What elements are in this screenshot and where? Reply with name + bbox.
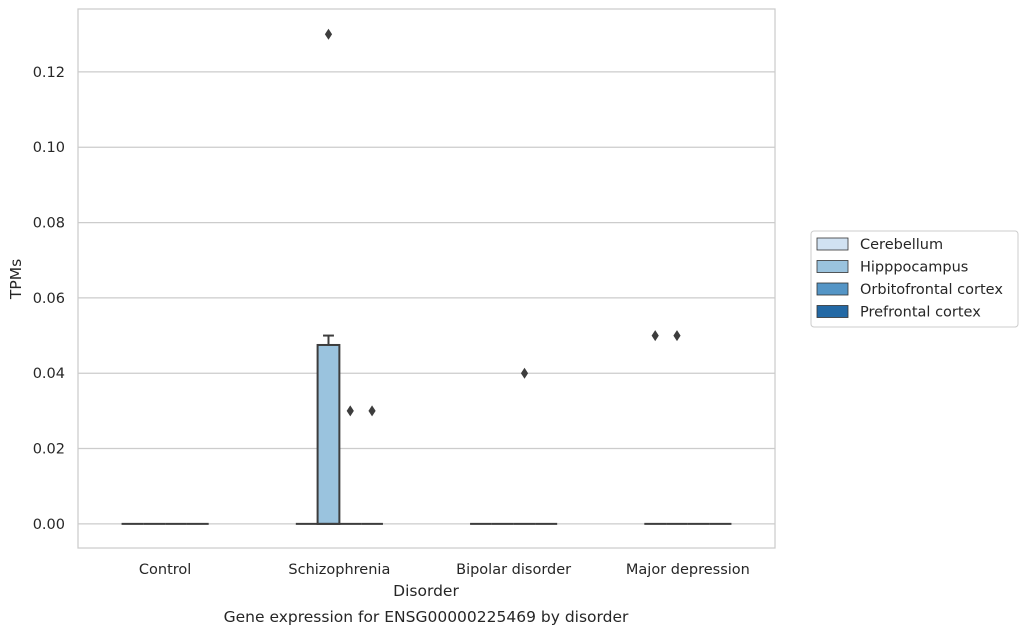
- outlier-marker: [324, 28, 333, 40]
- y-axis-label: TPMs: [7, 259, 25, 300]
- y-tick-label: 0.04: [33, 366, 65, 382]
- x-axis-label: Disorder: [393, 582, 459, 600]
- plot-background: [78, 9, 775, 548]
- outlier-marker: [368, 405, 376, 417]
- legend-frame: [810, 230, 1019, 328]
- outlier-marker: [520, 367, 529, 379]
- y-tick-label: 0.12: [33, 65, 65, 81]
- legend-label: Hipppocampus: [860, 260, 968, 276]
- gridlines: [78, 71, 775, 525]
- series-prefrontal-cortex: [186, 405, 732, 525]
- legend-label: Cerebellum: [860, 237, 943, 253]
- plot-frame: [77, 8, 776, 549]
- y-tick-labels: 0.00 0.02 0.04 0.06 0.08 0.10 0.12: [33, 65, 65, 533]
- outlier-marker: [651, 330, 659, 342]
- legend-swatch: [816, 260, 849, 273]
- series-hipppocampus: [143, 28, 688, 525]
- x-tick-label: Control: [139, 562, 191, 578]
- outlier-marker: [346, 405, 354, 417]
- series-cerebellum: [121, 330, 667, 525]
- box-series: [121, 28, 732, 525]
- outlier-marker: [673, 330, 681, 342]
- x-tick-labels: Control Schizophrenia Bipolar disorder Majo…: [139, 562, 750, 578]
- legend-label: Orbitofrontal cortex: [860, 282, 1003, 298]
- legend-swatch: [816, 305, 849, 318]
- x-tick-label: Schizophrenia: [288, 562, 390, 578]
- chart-caption: Gene expression for ENSG00000225469 by d…: [224, 608, 629, 626]
- y-tick-label: 0.02: [33, 442, 65, 458]
- box: [316, 343, 341, 525]
- legend-swatch: [816, 282, 849, 296]
- x-tick-label: Major depression: [626, 562, 750, 578]
- x-tick-label: Bipolar disorder: [456, 562, 571, 578]
- legend-swatch: [816, 237, 849, 251]
- legend-label: Prefrontal cortex: [860, 305, 981, 321]
- y-tick-label: 0.10: [33, 140, 65, 156]
- y-tick-label: 0.08: [33, 216, 65, 232]
- legend: Cerebellum Hipppocampus Orbitofrontal cort…: [810, 230, 1019, 328]
- y-tick-label: 0.00: [33, 517, 65, 533]
- series-orbitofrontal-cortex: [165, 367, 710, 525]
- y-tick-label: 0.06: [33, 291, 65, 307]
